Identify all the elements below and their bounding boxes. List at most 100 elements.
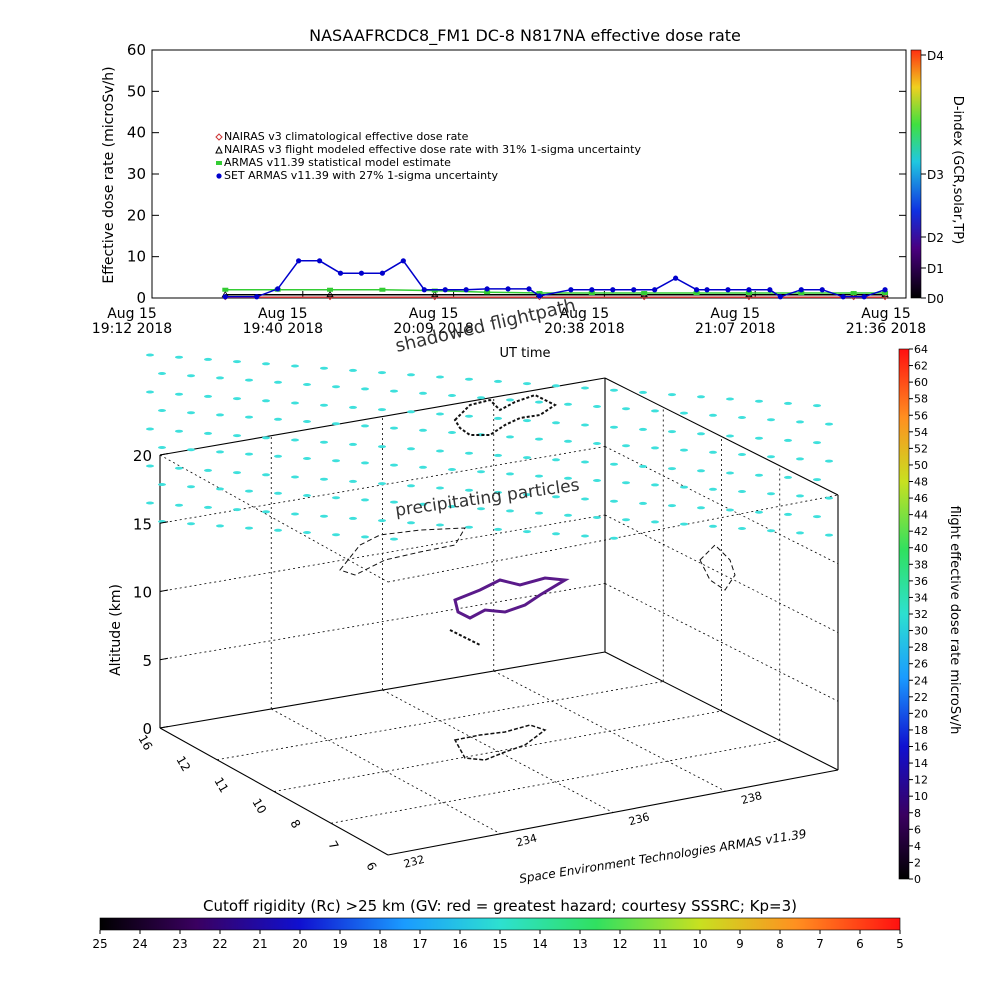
dose-rate-tick-label: 18 [914, 724, 928, 737]
particle-marker [697, 506, 705, 510]
y-tick-label: 40 [127, 124, 146, 142]
x-tick-date: Aug 15 [258, 306, 308, 322]
x-tick-date: Aug 15 [710, 306, 760, 322]
dose-rate-tick-label: 58 [914, 393, 928, 406]
particle-marker [436, 412, 444, 416]
particle-marker [349, 442, 357, 446]
particle-marker [593, 442, 601, 445]
dose-rate-tick-label: 62 [914, 360, 928, 373]
particle-marker [349, 479, 357, 483]
particle-marker [494, 490, 502, 494]
altitude-tick-mark [159, 657, 169, 661]
latitude-tick-label: 12 [173, 754, 193, 774]
particle-marker [593, 479, 601, 482]
dose-rate-tick-label: 34 [914, 591, 928, 604]
particle-marker [390, 537, 398, 541]
cutoff-rigidity-colorbar [99, 917, 901, 931]
particle-marker [523, 456, 531, 460]
data-point [745, 291, 752, 296]
particle-marker [523, 419, 531, 423]
grid-line [330, 740, 780, 824]
particle-marker [274, 454, 282, 458]
particle-marker [465, 525, 473, 529]
particle-marker [158, 372, 166, 375]
particle-marker [610, 425, 618, 429]
legend-marker [216, 161, 222, 165]
particle-marker [767, 418, 775, 422]
grid-line [273, 710, 722, 792]
d-index-tick-label: D1 [927, 262, 944, 276]
cutoff-rigidity-tick-label: 17 [412, 937, 427, 951]
cutoff-rigidity-title: Cutoff rigidity (Rc) >25 km (GV: red = g… [203, 897, 797, 915]
x-tick-time: 19:12 2018 [92, 321, 172, 337]
particle-marker [564, 402, 572, 406]
dose-rate-tick-label: 26 [914, 658, 928, 671]
cutoff-rigidity-tick-label: 13 [572, 937, 587, 951]
particle-marker [332, 496, 340, 500]
box-edge [159, 727, 389, 856]
data-point [641, 291, 648, 296]
particle-marker [726, 471, 734, 475]
track-shadow-floor [453, 724, 547, 761]
grid-line [604, 514, 839, 633]
particle-marker [146, 464, 154, 468]
x-tick-time: 20:38 2018 [544, 321, 624, 337]
particle-marker [767, 455, 775, 459]
data-point [568, 287, 574, 293]
particle-marker [813, 515, 821, 519]
dose-rate-tick-label: 64 [914, 343, 928, 356]
particle-marker [477, 396, 485, 400]
particle-marker [767, 492, 775, 496]
cutoff-rigidity-tick-label: 16 [452, 937, 467, 951]
cutoff-rigidity-tick-label: 19 [332, 937, 347, 951]
particle-marker [204, 431, 212, 435]
particle-marker [187, 485, 195, 489]
particle-marker [390, 500, 398, 504]
grid-line [382, 689, 614, 813]
particle-marker [349, 368, 357, 372]
particle-marker [796, 457, 804, 461]
altitude-tick-label: 20 [133, 447, 152, 465]
particle-marker [465, 414, 473, 418]
particle-marker [564, 439, 572, 443]
data-point [882, 287, 888, 293]
data-point [505, 286, 511, 292]
particle-marker [448, 468, 456, 471]
cutoff-rigidity-tick-label: 20 [292, 937, 307, 951]
particle-marker [233, 397, 241, 401]
particle-marker [465, 377, 473, 381]
data-point [316, 258, 323, 264]
data-point [400, 258, 406, 264]
data-point [746, 287, 752, 293]
series-layer [221, 258, 889, 301]
particle-marker [361, 424, 369, 428]
latitude-axis-ticks: 16 12 11 10 8 7 6 [135, 733, 379, 874]
precipitating-particle-markers [146, 353, 833, 541]
series-line [225, 259, 886, 298]
particle-marker [825, 496, 833, 500]
cutoff-rigidity-tick-label: 5 [896, 937, 904, 951]
dose-rate-colorbar-label: flight effective dose rate microSv/h [947, 506, 962, 735]
particle-marker [378, 408, 386, 412]
particle-marker [349, 405, 357, 409]
altitude-tick-mark [159, 589, 169, 592]
particle-marker [204, 394, 212, 398]
particle-marker [465, 488, 473, 492]
flight-tracks [339, 393, 736, 761]
particle-marker [158, 483, 166, 486]
particle-marker [610, 388, 618, 392]
particle-marker [639, 390, 647, 394]
particle-marker [796, 494, 804, 498]
data-point [484, 290, 491, 295]
track-shadow-right-wall [699, 544, 736, 591]
particle-marker [622, 518, 630, 522]
particle-marker [622, 407, 630, 411]
cutoff-rigidity-tick-label: 6 [856, 937, 864, 951]
particle-marker [709, 413, 717, 417]
particle-marker [146, 390, 154, 394]
particle-marker [726, 397, 734, 401]
dose-rate-colorbar-ticks: 0246810121416182022242628303234363840424… [909, 343, 928, 886]
dose-rate-tick-label: 28 [914, 641, 928, 654]
particle-marker [494, 453, 502, 457]
legend-label: SET ARMAS v11.39 with 27% 1-sigma uncert… [224, 169, 498, 182]
